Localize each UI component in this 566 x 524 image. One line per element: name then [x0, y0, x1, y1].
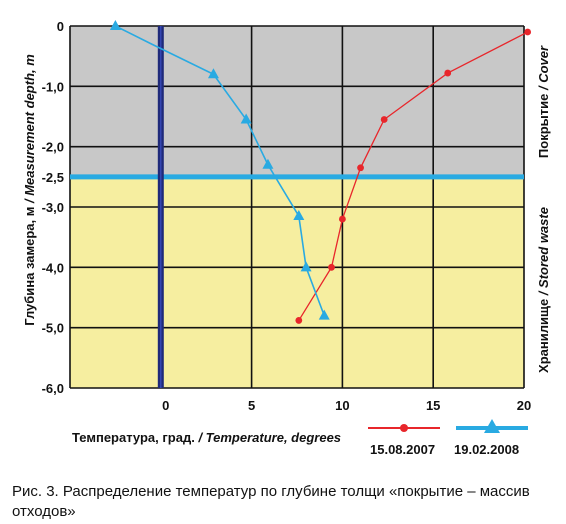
- data-point-series-2: [207, 68, 219, 79]
- chart: 0 -1,0 -2,0 -2,5 -3,0 -4,0 -5,0 -6,0 0 5 10 15 20 Г…: [22, 19, 551, 457]
- data-point-series-1: [444, 69, 452, 77]
- data-point-series-2: [300, 261, 312, 272]
- legend-label-series-2: 19.02.2008: [454, 442, 519, 457]
- y-tick-label: -3,0: [42, 200, 64, 215]
- data-point-series-1: [328, 263, 335, 271]
- y-tick-label: -5,0: [42, 321, 64, 336]
- zone-label-cover: Покрытие / Cover: [536, 45, 551, 158]
- y-tick-label: -1,0: [42, 79, 64, 94]
- data-point-series-1: [357, 164, 364, 172]
- y-tick-label: -4,0: [42, 260, 64, 275]
- legend: 15.08.2007 19.02.2008: [368, 419, 528, 457]
- zone-label-waste: Хранилище / Stored waste: [536, 207, 551, 373]
- data-point-series-1: [524, 28, 532, 36]
- x-axis-title-ru: Температура, град.: [72, 430, 195, 445]
- series-line-2: [115, 25, 325, 316]
- x-tick-label: 10: [335, 398, 349, 413]
- legend-marker-series-2: [484, 419, 500, 433]
- x-tick-label: 15: [426, 398, 440, 413]
- x-tick-labels: 0 5 10 15 20: [162, 398, 531, 413]
- x-axis-title: Температура, град. / Temperature, degree…: [72, 430, 341, 445]
- zone-label-waste-en: / Stored waste: [536, 207, 551, 296]
- data-point-series-1: [339, 215, 346, 223]
- data-point-series-2: [318, 309, 330, 320]
- x-tick-label: 5: [248, 398, 255, 413]
- figure-caption: Рис. 3. Распределение температур по глуб…: [12, 483, 530, 520]
- x-tick-label: 0: [162, 398, 169, 413]
- y-tick-label: -2,5: [42, 170, 64, 185]
- data-point-series-1: [380, 116, 388, 123]
- x-axis-title-en: / Temperature, degrees: [197, 430, 341, 445]
- data-point-series-2: [109, 20, 121, 30]
- legend-item-series-1: 15.08.2007: [368, 424, 440, 457]
- y-tick-label: -2,0: [42, 140, 64, 155]
- y-axis-title-ru: Глубина замера, м: [22, 207, 37, 326]
- zone-2: [70, 176, 524, 388]
- y-axis-title-en: / Measurement depth, m: [22, 54, 37, 204]
- y-tick-label: -6,0: [42, 381, 64, 396]
- zone-label-cover-ru: Покрытие: [536, 94, 551, 158]
- zone-label-waste-ru: Хранилище: [536, 299, 551, 373]
- data-point-series-2: [240, 113, 252, 124]
- data-point-series-2: [262, 158, 274, 169]
- data-point-series-1: [295, 317, 303, 324]
- legend-marker-series-1: [400, 424, 408, 432]
- x-tick-label: 20: [517, 398, 531, 413]
- series-1: [295, 28, 532, 324]
- grid-lines: [69, 25, 525, 389]
- series-layer: [109, 20, 532, 324]
- legend-label-series-1: 15.08.2007: [370, 442, 435, 457]
- series-2: [109, 20, 330, 320]
- y-tick-label: 0: [57, 19, 64, 34]
- legend-item-series-2: 19.02.2008: [454, 419, 528, 457]
- zone-label-cover-en: / Cover: [536, 45, 551, 91]
- zone-1: [70, 26, 524, 177]
- y-axis-title: Глубина замера, м / Measurement depth, m: [22, 54, 37, 326]
- data-point-series-2: [293, 210, 305, 221]
- y-tick-labels: 0 -1,0 -2,0 -2,5 -3,0 -4,0 -5,0 -6,0: [42, 19, 64, 396]
